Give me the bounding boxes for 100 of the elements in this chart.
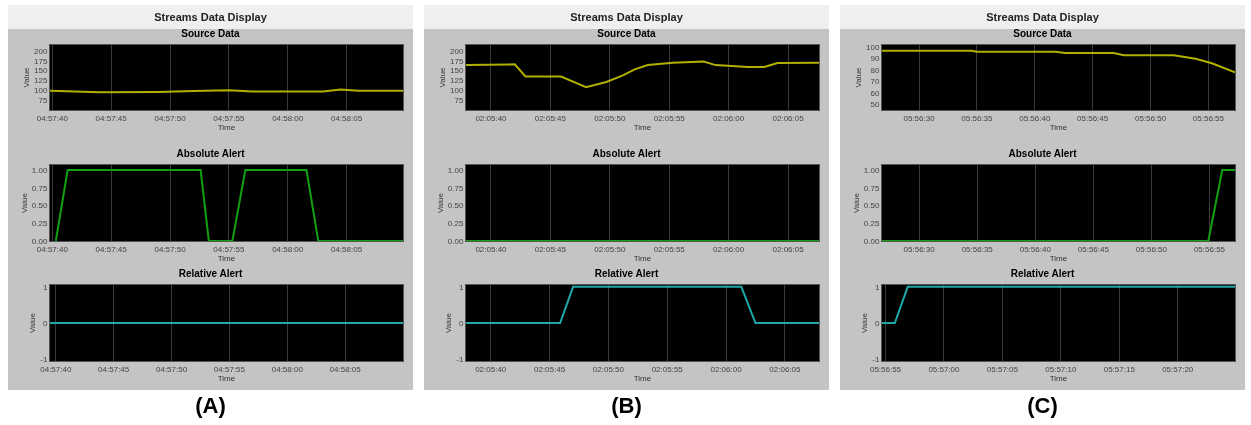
- x-tick-label: 02:05:55: [651, 364, 684, 374]
- x-tick-label: 02:05:55: [653, 244, 686, 254]
- y-tick-label: 50: [870, 100, 880, 110]
- line-series: [882, 49, 1235, 74]
- chart-title: Source Data: [181, 27, 241, 39]
- x-tick-label: 05:57:05: [986, 364, 1019, 374]
- x-tick-label: 02:06:05: [772, 113, 805, 123]
- y-tick-label: 0.00: [447, 236, 464, 246]
- x-tick-label: 02:05:45: [534, 244, 567, 254]
- chart-title: Absolute Alert: [1008, 147, 1078, 159]
- x-tick-label: 05:56:35: [961, 244, 994, 254]
- chart-title: Absolute Alert: [176, 147, 246, 159]
- x-tick-label: 05:57:15: [1103, 364, 1136, 374]
- x-tick-label: 05:56:45: [1077, 244, 1110, 254]
- y-axis-title: Value: [853, 67, 863, 88]
- y-tick-label: 0.00: [863, 236, 880, 246]
- x-axis-title: Time: [633, 253, 652, 263]
- x-tick-label: 04:57:50: [155, 364, 188, 374]
- y-tick-label: 75: [454, 95, 464, 105]
- y-tick-label: 0.50: [447, 201, 464, 211]
- x-axis-title: Time: [633, 122, 652, 132]
- x-axis-title: Time: [633, 373, 652, 383]
- x-tick-label: 04:58:00: [272, 113, 304, 123]
- x-tick-label: 05:56:40: [1019, 244, 1052, 254]
- x-tick-label: 05:56:30: [903, 244, 936, 254]
- y-tick-label: 0.25: [31, 219, 48, 229]
- y-tick-label: 100: [866, 43, 880, 53]
- y-tick-label: 0.50: [31, 201, 48, 211]
- y-tick-label: 1.00: [31, 165, 48, 175]
- y-tick-label: 200: [450, 46, 464, 56]
- y-tick-label: 90: [870, 54, 880, 64]
- y-tick-label: 0.25: [447, 219, 464, 229]
- chart-title: Absolute Alert: [592, 147, 662, 159]
- x-axis-title: Time: [1049, 122, 1068, 132]
- y-axis-title: Value: [437, 67, 447, 88]
- x-tick-label: 02:05:45: [534, 113, 567, 123]
- x-tick-label: 04:57:40: [36, 244, 69, 254]
- x-tick-label: 04:57:45: [95, 113, 128, 123]
- chart-title: Source Data: [1013, 27, 1073, 39]
- x-tick-label: 05:56:40: [1019, 113, 1051, 123]
- y-axis-title: Value: [851, 192, 861, 213]
- y-tick-label: 0.75: [447, 183, 464, 193]
- y-tick-label: 60: [870, 88, 880, 98]
- x-tick-label: 05:56:30: [903, 113, 936, 123]
- x-tick-label: 02:06:00: [710, 364, 743, 374]
- x-tick-label: 04:58:05: [329, 364, 362, 374]
- x-tick-label: 02:05:55: [653, 113, 686, 123]
- chart-title: Relative Alert: [1010, 267, 1075, 279]
- x-tick-label: 05:56:45: [1077, 113, 1109, 123]
- x-tick-label: 04:57:45: [98, 364, 130, 374]
- x-tick-label: 02:06:00: [713, 244, 745, 254]
- x-tick-label: 04:58:00: [272, 244, 304, 254]
- x-tick-label: 05:57:10: [1045, 364, 1077, 374]
- x-tick-label: 04:57:55: [213, 113, 245, 123]
- x-tick-label: 05:56:50: [1134, 113, 1167, 123]
- x-tick-label: 02:05:50: [594, 244, 626, 254]
- y-tick-label: -1: [872, 354, 880, 364]
- chart-title: Relative Alert: [594, 267, 659, 279]
- y-tick-label: 0.25: [863, 219, 880, 229]
- text: Streams Data Display: [8, 5, 413, 29]
- y-axis-title: Value: [21, 67, 31, 88]
- text: (A): [195, 393, 226, 418]
- x-tick-label: 05:57:20: [1162, 364, 1194, 374]
- y-axis-title: Value: [859, 312, 869, 333]
- x-tick-label: 05:56:55: [1193, 244, 1226, 254]
- x-tick-label: 02:06:05: [769, 364, 802, 374]
- y-tick-label: 200: [34, 46, 48, 56]
- y-tick-label: 0.75: [31, 183, 48, 193]
- text: (B): [611, 393, 642, 418]
- y-tick-label: 125: [450, 76, 464, 86]
- y-axis-title: Value: [443, 312, 453, 333]
- x-tick-label: 02:05:50: [592, 364, 625, 374]
- text: Streams Data Display: [840, 5, 1245, 29]
- x-tick-label: 04:57:55: [213, 364, 246, 374]
- x-tick-label: 04:58:00: [271, 364, 304, 374]
- text: Streams Data Display: [424, 5, 829, 29]
- x-tick-label: 02:05:45: [533, 364, 566, 374]
- x-tick-label: 04:57:40: [36, 113, 69, 123]
- x-axis-title: Time: [217, 253, 236, 263]
- x-axis-title: Time: [1049, 253, 1068, 263]
- text: (C): [1027, 393, 1058, 418]
- chart-title: Relative Alert: [178, 267, 243, 279]
- x-tick-label: 02:06:00: [713, 113, 745, 123]
- y-tick-label: 1.00: [863, 165, 880, 175]
- y-tick-label: 0.00: [31, 236, 48, 246]
- y-tick-label: 0: [458, 318, 464, 328]
- x-tick-label: 04:57:50: [154, 244, 187, 254]
- y-tick-label: 70: [870, 77, 880, 87]
- x-tick-label: 02:05:40: [475, 113, 508, 123]
- y-axis-title: Value: [435, 192, 445, 213]
- x-tick-label: 02:05:40: [475, 364, 507, 374]
- y-tick-label: 0: [42, 318, 48, 328]
- x-axis-title: Time: [217, 373, 236, 383]
- y-tick-label: 0.75: [863, 183, 880, 193]
- x-axis-title: Time: [1049, 373, 1068, 383]
- x-tick-label: 04:57:50: [154, 113, 187, 123]
- y-tick-label: -1: [40, 354, 48, 364]
- x-tick-label: 05:57:00: [928, 364, 961, 374]
- x-tick-label: 05:56:55: [1192, 113, 1225, 123]
- x-tick-label: 04:58:05: [330, 113, 363, 123]
